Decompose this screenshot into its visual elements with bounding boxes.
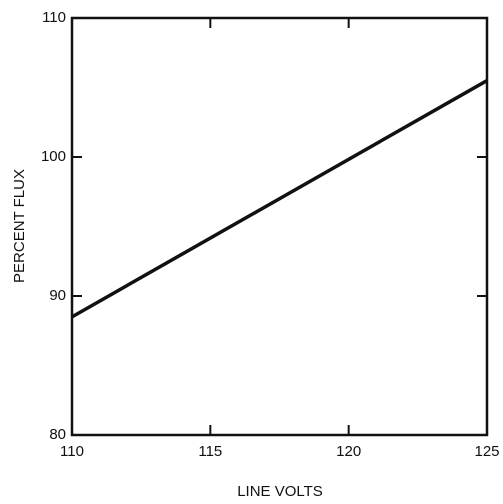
y-tick-label: 110: [42, 9, 66, 26]
data-line: [71, 79, 488, 319]
y-tick-label: 90: [49, 287, 66, 304]
x-tick-label: 115: [198, 443, 222, 460]
x-tick-label: 120: [336, 443, 361, 460]
x-axis-label: LINE VOLTS: [237, 483, 323, 500]
y-tick-label: 100: [41, 148, 66, 165]
y-tick-label: 80: [49, 426, 66, 443]
x-tick-label: 110: [60, 443, 84, 460]
x-tick-label: 125: [474, 443, 499, 460]
plot-frame: [70, 16, 489, 437]
y-axis-label: PERCENT FLUX: [11, 169, 28, 283]
